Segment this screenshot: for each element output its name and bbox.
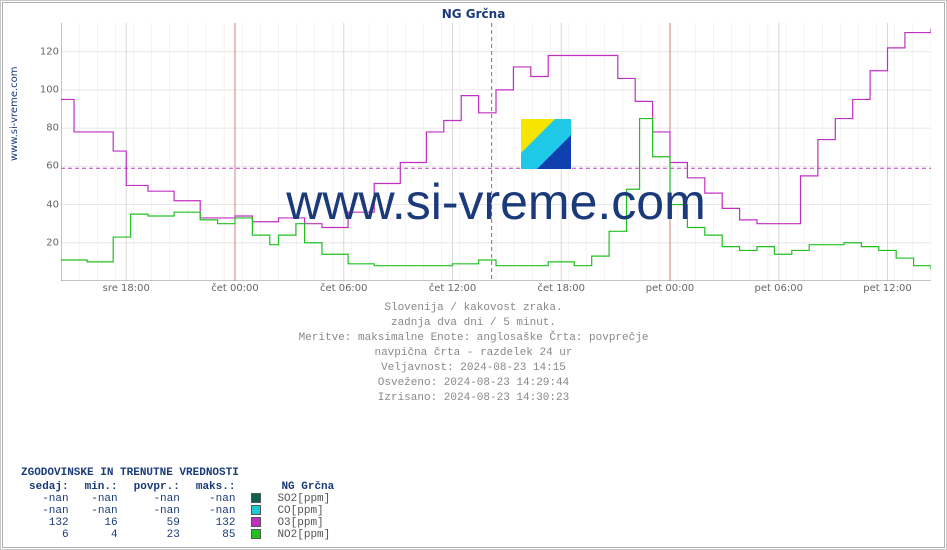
plot-svg (61, 23, 931, 281)
y-axis: 20 40 60 80 100 120 (31, 23, 59, 281)
footer-line: Osveženo: 2024-08-23 14:29:44 (1, 376, 946, 391)
y-tick-label: 40 (31, 199, 59, 210)
footer-line: Veljavnost: 2024-08-23 14:15 (1, 361, 946, 376)
legend-row: -nan-nan-nan-nanCO[ppm] (21, 505, 342, 517)
footer-line: Slovenija / kakovost zraka. (1, 301, 946, 316)
site-url-vertical: www.si-vreme.com (9, 66, 20, 161)
legend-swatch (251, 493, 261, 503)
legend-col-header: maks.: (188, 481, 244, 493)
legend-value: -nan (126, 505, 188, 517)
x-tick-label: čet 12:00 (429, 283, 477, 294)
y-tick-label: 100 (31, 84, 59, 95)
chart-title: NG Grčna (1, 7, 946, 21)
x-tick-label: pet 12:00 (863, 283, 911, 294)
legend-block: ZGODOVINSKE IN TRENUTNE VREDNOSTI sedaj:… (21, 467, 342, 541)
legend-row: 1321659132O3[ppm] (21, 517, 342, 529)
x-tick-label: čet 00:00 (211, 283, 259, 294)
footer-line: navpična črta - razdelek 24 ur (1, 346, 946, 361)
legend-value: 4 (77, 529, 126, 541)
legend-table: sedaj:min.:povpr.:maks.:NG Grčna-nan-nan… (21, 481, 342, 541)
legend-value: 23 (126, 529, 188, 541)
legend-value: 6 (21, 529, 77, 541)
legend-swatch (251, 529, 261, 539)
x-tick-label: sre 18:00 (103, 283, 150, 294)
y-tick-label: 80 (31, 123, 59, 134)
legend-value: -nan (188, 505, 244, 517)
y-tick-label: 120 (31, 46, 59, 57)
plot-area: www.si-vreme.com (61, 23, 931, 281)
legend-value: 132 (188, 517, 244, 529)
legend-col-header: min.: (77, 481, 126, 493)
legend-value: -nan (21, 505, 77, 517)
legend-value: -nan (21, 493, 77, 505)
legend-series-label: NO2[ppm] (273, 529, 342, 541)
x-tick-label: čet 18:00 (537, 283, 585, 294)
x-tick-label: pet 00:00 (646, 283, 694, 294)
footer-line: Meritve: maksimalne Enote: anglosaške Čr… (1, 331, 946, 346)
legend-col-header: sedaj: (21, 481, 77, 493)
legend-swatch (251, 505, 261, 515)
legend-col-header: povpr.: (126, 481, 188, 493)
legend-value: 59 (126, 517, 188, 529)
legend-series-header: NG Grčna (273, 481, 342, 493)
legend-row: -nan-nan-nan-nanSO2[ppm] (21, 493, 342, 505)
legend-swatch (251, 517, 261, 527)
legend-value: -nan (188, 493, 244, 505)
y-tick-label: 20 (31, 237, 59, 248)
legend-row: 642385 NO2[ppm] (21, 529, 342, 541)
footer-line: Izrisano: 2024-08-23 14:30:23 (1, 391, 946, 406)
x-tick-label: čet 06:00 (320, 283, 368, 294)
footer-line: zadnja dva dni / 5 minut. (1, 316, 946, 331)
y-tick-label: 60 (31, 161, 59, 172)
legend-series-label: O3[ppm] (273, 517, 342, 529)
legend-value: -nan (126, 493, 188, 505)
legend-value: 85 (188, 529, 244, 541)
x-axis: sre 18:00 čet 00:00 čet 06:00 čet 12:00 čet … (61, 283, 931, 297)
legend-value: 132 (21, 517, 77, 529)
legend-value: -nan (77, 493, 126, 505)
chart-footer: Slovenija / kakovost zraka.zadnja dva dn… (1, 301, 946, 406)
legend-value: -nan (77, 505, 126, 517)
legend-title: ZGODOVINSKE IN TRENUTNE VREDNOSTI (21, 467, 342, 479)
legend-series-label: SO2[ppm] (273, 493, 342, 505)
legend-series-label: CO[ppm] (273, 505, 342, 517)
x-tick-label: pet 06:00 (755, 283, 803, 294)
legend-value: 16 (77, 517, 126, 529)
